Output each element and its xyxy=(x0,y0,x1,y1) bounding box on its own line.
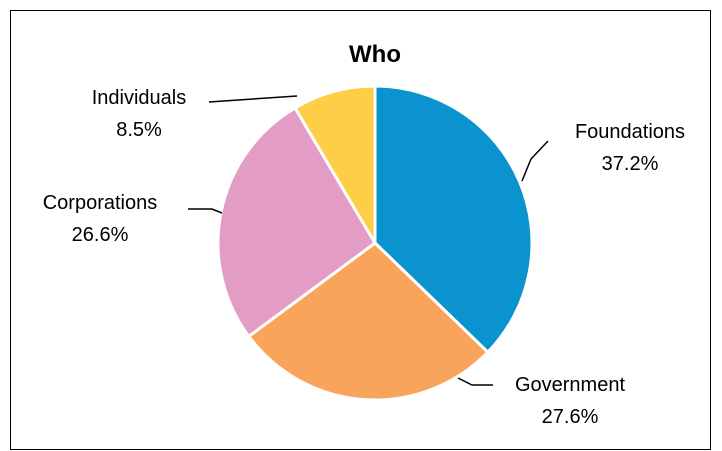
pie-slice-government xyxy=(247,241,490,402)
slice-value-individuals: 8.5% xyxy=(116,119,162,141)
slice-value-foundations: 37.2% xyxy=(602,153,659,175)
pie-slice-individuals xyxy=(293,84,377,245)
slice-value-corporations: 26.6% xyxy=(72,224,129,246)
pie-slice-foundations xyxy=(373,84,534,354)
pie-slices xyxy=(216,84,534,402)
slice-value-government: 27.6% xyxy=(542,406,599,428)
slice-label-foundations: Foundations xyxy=(575,121,685,143)
slice-label-individuals: Individuals xyxy=(92,87,187,109)
slice-label-government: Government xyxy=(515,374,625,396)
slice-labels: Foundations 37.2% Government 27.6% Corporati… xyxy=(43,87,685,428)
chart-title: Who xyxy=(349,41,401,68)
leader-line-corporations xyxy=(188,208,223,214)
slice-label-corporations: Corporations xyxy=(43,192,158,214)
leader-line-government xyxy=(457,377,493,386)
leader-line-foundations xyxy=(521,140,549,182)
leader-line-individuals xyxy=(208,95,298,103)
